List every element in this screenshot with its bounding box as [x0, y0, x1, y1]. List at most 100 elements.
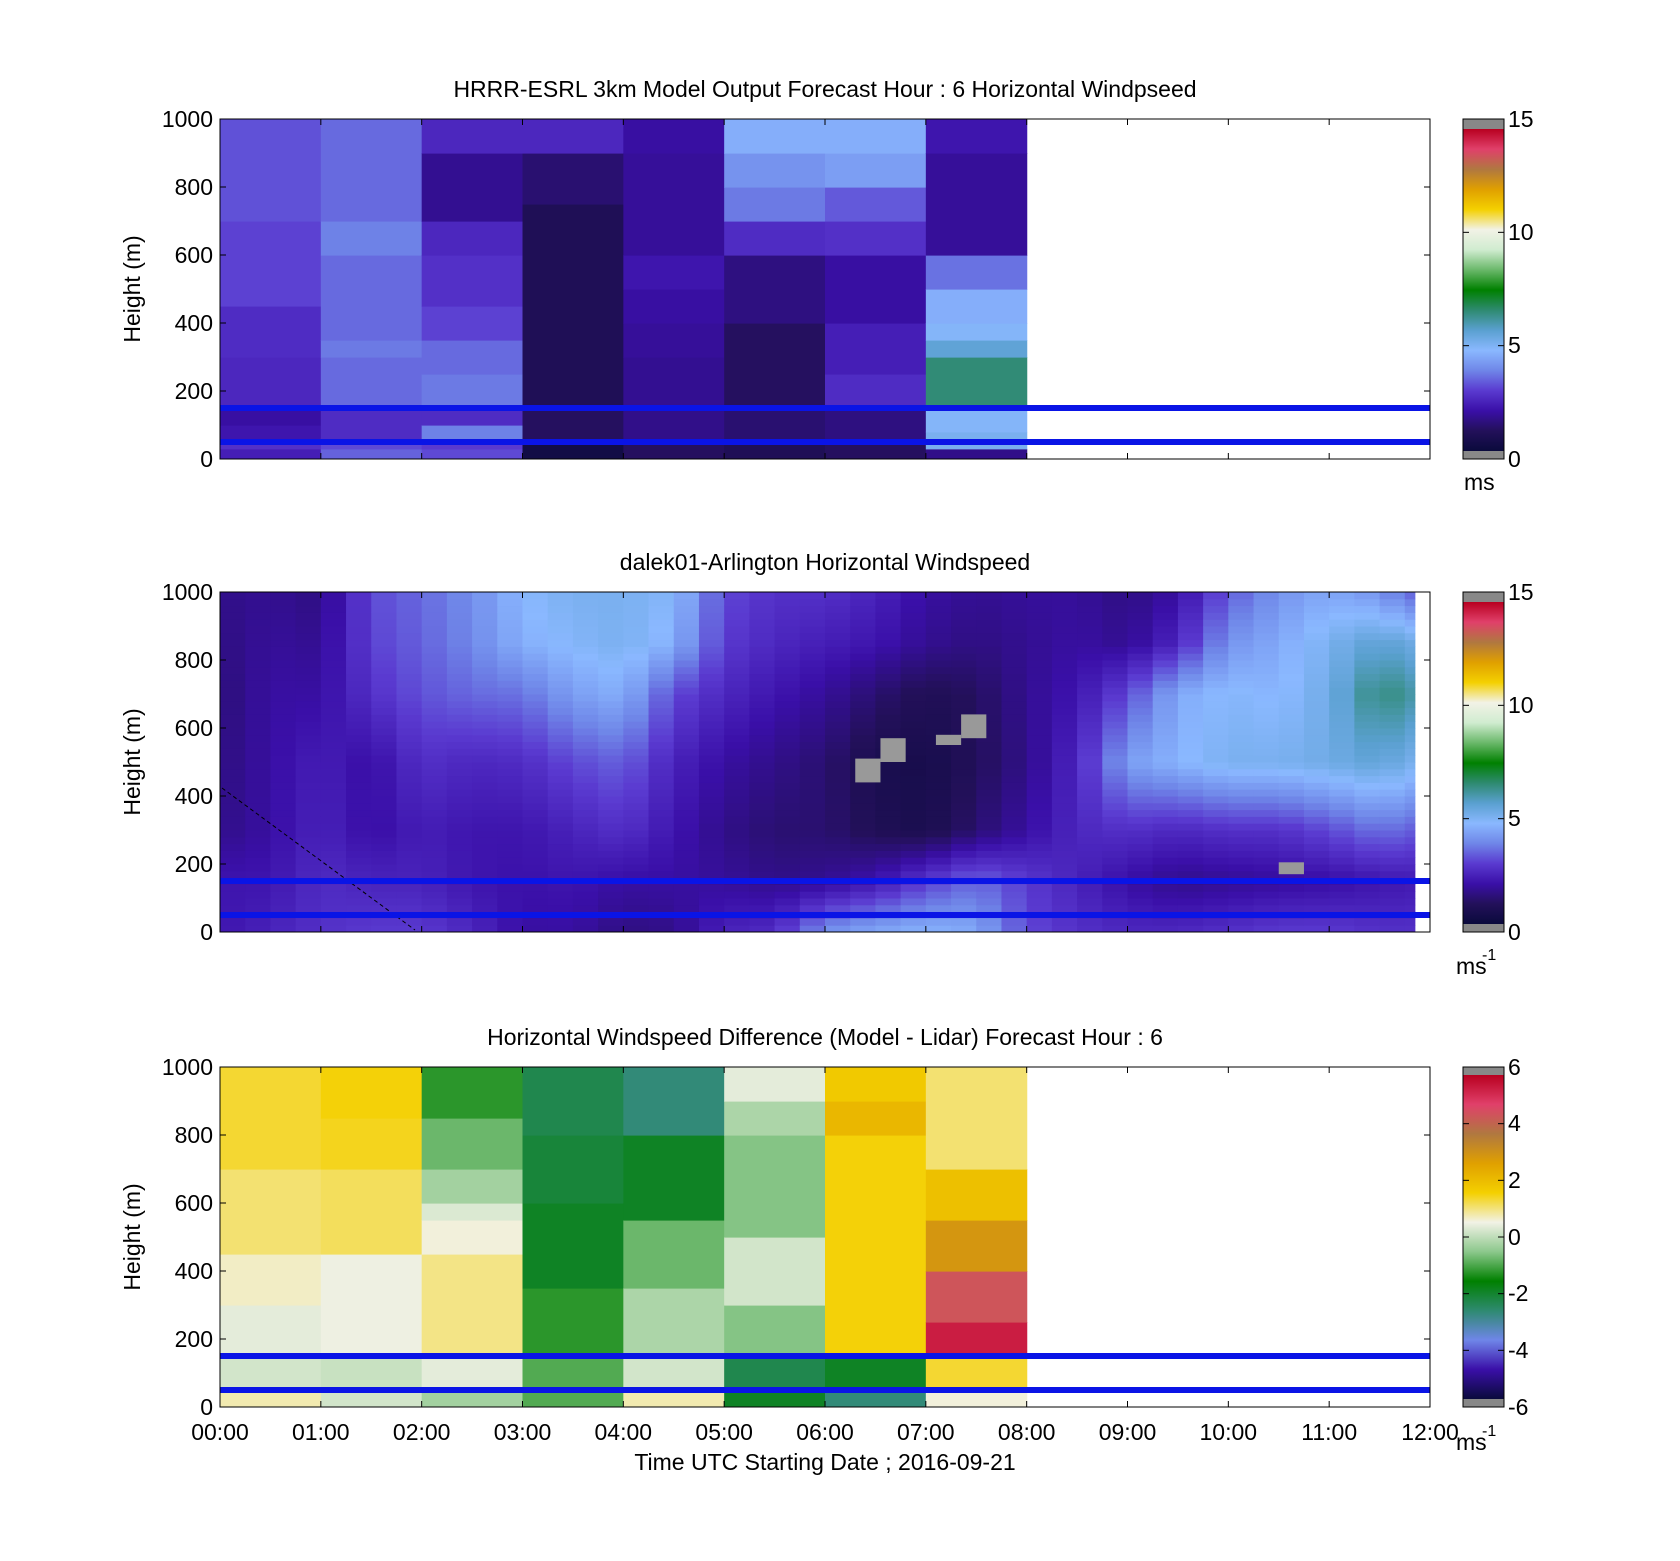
heatmap-cell [1253, 809, 1280, 817]
heatmap-cell [320, 782, 347, 790]
heatmap-cell [774, 762, 801, 770]
heatmap-cell [270, 870, 297, 879]
heatmap-cell [1001, 857, 1028, 865]
heatmap-cell [220, 796, 246, 804]
colorbar-tick-label: 6 [1508, 1054, 1521, 1080]
heatmap-cell [245, 857, 271, 865]
heatmap-cell [1329, 700, 1355, 709]
heatmap-cell [572, 714, 599, 722]
heatmap-cell [724, 646, 750, 654]
colorbar-tick-label: 10 [1508, 692, 1534, 718]
x-axis-ticks [219, 592, 1431, 932]
heatmap-cell [598, 857, 624, 865]
heatmap-cell [320, 653, 347, 661]
heatmap-cell [774, 823, 801, 831]
heatmap-cell [1102, 666, 1128, 675]
heatmap-cell [951, 789, 977, 797]
heatmap-cell [346, 612, 372, 620]
heatmap-cell [371, 721, 397, 729]
heatmap-cell [346, 632, 372, 641]
heatmap-cell [421, 823, 448, 831]
heatmap-cell [1278, 762, 1305, 770]
heatmap-cell [1404, 850, 1416, 858]
heatmap-cell [1329, 741, 1355, 749]
heatmap-cell [1102, 864, 1128, 872]
heatmap-cell [245, 728, 271, 736]
heatmap-cell [446, 707, 473, 715]
heatmap-cell [220, 357, 322, 409]
heatmap-cell [698, 605, 725, 613]
heatmap-cell [825, 789, 851, 797]
heatmap-cell [1102, 925, 1128, 932]
heatmap-cell [446, 592, 473, 600]
heatmap-cell [497, 680, 523, 688]
heatmap-cell [472, 864, 498, 872]
heatmap-cell [976, 904, 1002, 913]
heatmap-cell [1051, 700, 1078, 709]
heatmap-cell [850, 918, 876, 926]
heatmap-cell [270, 836, 297, 845]
heatmap-cell [623, 836, 650, 845]
heatmap-cell [295, 721, 322, 729]
heatmap-cell [875, 775, 902, 783]
heatmap-cell [976, 782, 1002, 790]
heatmap-cell [497, 653, 523, 661]
heatmap-cell [270, 796, 297, 804]
heatmap-cell [1379, 626, 1406, 634]
heatmap-cell [270, 918, 297, 926]
heatmap-cell [421, 796, 448, 804]
heatmap-cell [1127, 870, 1154, 879]
heatmap-cell [724, 748, 750, 756]
heatmap-cell [1127, 700, 1154, 709]
heatmap-cell [976, 626, 1002, 634]
heatmap-cell [1379, 728, 1406, 736]
heatmap-cell [1077, 809, 1103, 817]
heatmap-cell [850, 748, 876, 756]
heatmap-cell [673, 782, 700, 790]
heatmap-cell [497, 789, 523, 797]
heatmap-cell [1278, 782, 1305, 790]
missing-data-cell [961, 714, 987, 739]
heatmap-cell [1077, 721, 1103, 729]
y-tick-label: 600 [175, 242, 213, 268]
heatmap-cell [1404, 762, 1416, 770]
heatmap-cell [320, 741, 347, 749]
heatmap-cell [623, 598, 650, 607]
heatmap-cell [648, 823, 675, 831]
heatmap-cell [749, 870, 776, 879]
heatmap-cell [371, 762, 397, 770]
heatmap-cell [900, 884, 927, 892]
heatmap-cell [547, 612, 574, 620]
heatmap-cell [900, 694, 927, 702]
heatmap-cell [976, 707, 1002, 715]
heatmap-cell [925, 687, 952, 695]
heatmap-cell [1354, 857, 1381, 865]
heatmap-cell [951, 755, 977, 763]
heatmap-cell [1026, 870, 1053, 879]
heatmap-cell [623, 687, 650, 695]
heatmap-cell [925, 680, 952, 688]
heatmap-cell [698, 864, 725, 872]
heatmap-cell [1253, 687, 1280, 695]
heatmap-cell [825, 700, 851, 709]
heatmap-cell [421, 448, 524, 459]
heatmap-cell [572, 830, 599, 838]
heatmap-cell [850, 891, 876, 899]
heatmap-cell [371, 782, 397, 790]
heatmap-cell [421, 782, 448, 790]
heatmap-cell [698, 796, 725, 804]
heatmap-cell [724, 680, 750, 688]
heatmap-cell [774, 707, 801, 715]
heatmap-cell [220, 721, 246, 729]
heatmap-cell [1303, 632, 1330, 641]
heatmap-cell [673, 694, 700, 702]
heatmap-cell [346, 816, 372, 824]
heatmap-cell [799, 687, 826, 695]
heatmap-cell [799, 884, 826, 892]
heatmap-cell [295, 904, 322, 913]
heatmap-cell [522, 904, 549, 913]
heatmap-cell [774, 925, 801, 932]
heatmap-cell [497, 687, 523, 695]
heatmap-cell [598, 782, 624, 790]
heatmap-cell [976, 700, 1002, 709]
